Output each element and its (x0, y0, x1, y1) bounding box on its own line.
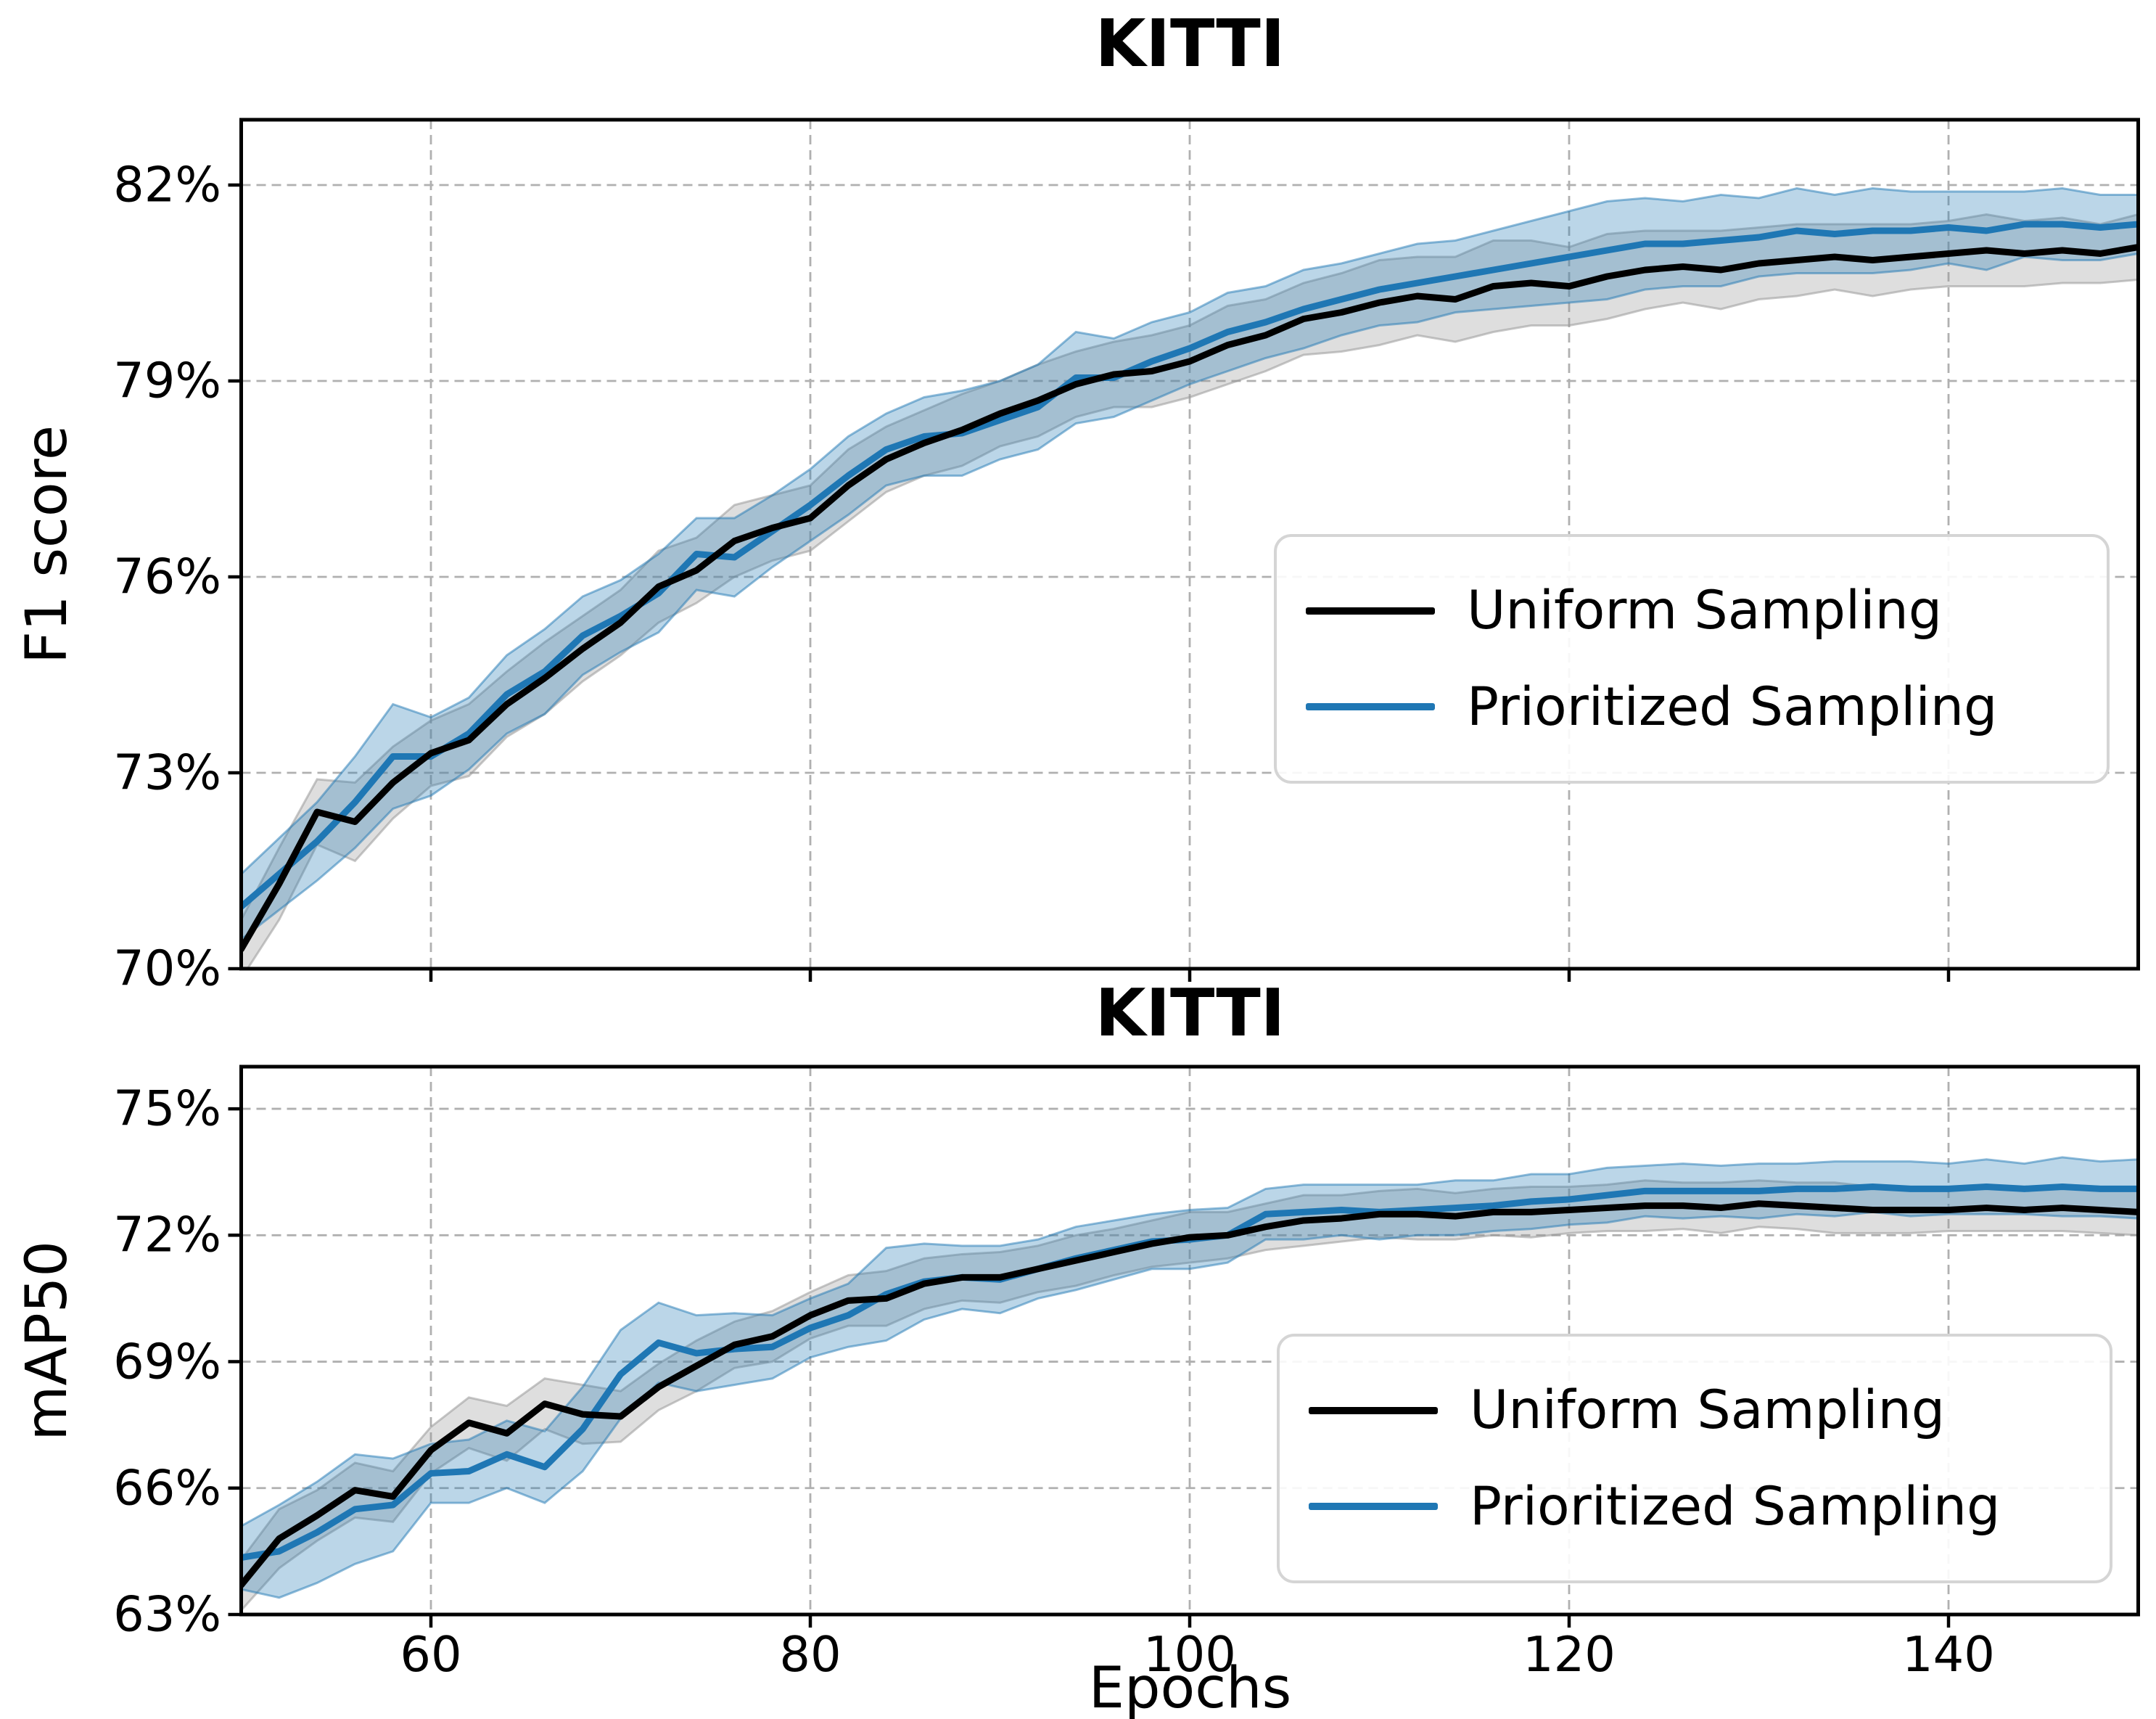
prioritized-line-swatch (1309, 1503, 1438, 1511)
y-axis-label-top-text: F1 score (15, 424, 80, 664)
y-axis-label-bottom: mAP50 (7, 1067, 87, 1615)
band-edge (241, 1210, 2139, 1599)
legend-item: Uniform Sampling (1306, 584, 2078, 637)
legend-item-label: Uniform Sampling (1470, 1379, 1946, 1442)
x-tick-label: 100 (1143, 1626, 1236, 1683)
band-edge (241, 1226, 2139, 1612)
legend-item-label: Prioritized Sampling (1467, 676, 1998, 738)
legend-item: Uniform Sampling (1309, 1384, 2081, 1437)
band-edge (241, 186, 2139, 875)
legend-item-label: Uniform Sampling (1467, 580, 1943, 642)
y-tick-label: 63% (113, 1585, 221, 1643)
band-edge (246, 279, 2139, 969)
x-tick-label: 60 (400, 1626, 462, 1683)
confidence-band (241, 1180, 2139, 1611)
legend-top: Uniform Sampling Prioritized Sampling (1274, 534, 2110, 784)
band-edge (241, 1156, 2139, 1527)
plot-area (241, 1156, 2139, 1612)
y-tick-label: 69% (113, 1333, 221, 1390)
confidence-band (241, 214, 2139, 969)
plot-area (241, 186, 2139, 969)
band-edge (241, 1179, 2139, 1561)
y-tick-label: 75% (113, 1080, 221, 1137)
y-tick-label: 72% (113, 1206, 221, 1263)
legend-item: Prioritized Sampling (1309, 1480, 2081, 1533)
y-axis-label-top: F1 score (7, 120, 87, 969)
legend-item-label: Prioritized Sampling (1470, 1475, 2001, 1538)
x-tick-label: 120 (1523, 1626, 1616, 1683)
series-line (241, 221, 2139, 910)
prioritized-line-swatch (1306, 703, 1435, 711)
y-axis-label-bottom-text: mAP50 (15, 1240, 80, 1441)
legend-item: Prioritized Sampling (1306, 681, 2078, 734)
y-tick-label: 76% (113, 548, 221, 605)
x-tick-label: 140 (1902, 1626, 1995, 1683)
panel-title-bottom: KITTI (1095, 975, 1285, 1051)
y-tick-label: 82% (113, 156, 221, 213)
legend-bottom: Uniform Sampling Prioritized Sampling (1277, 1334, 2112, 1583)
y-tick-label: 70% (113, 940, 221, 997)
series-line (241, 1200, 2139, 1588)
uniform-line-swatch (1309, 1406, 1438, 1414)
band-edge (241, 253, 2139, 940)
y-tick-label: 66% (113, 1459, 221, 1517)
x-tick-label: 80 (779, 1626, 842, 1683)
y-tick-label: 79% (113, 352, 221, 409)
band-edge (241, 213, 2139, 921)
uniform-line-swatch (1306, 607, 1435, 615)
x-axis-label: Epochs (1088, 1656, 1292, 1719)
series-line (241, 244, 2139, 953)
panel-title-top: KITTI (1095, 6, 1285, 82)
y-tick-label: 73% (113, 744, 221, 801)
